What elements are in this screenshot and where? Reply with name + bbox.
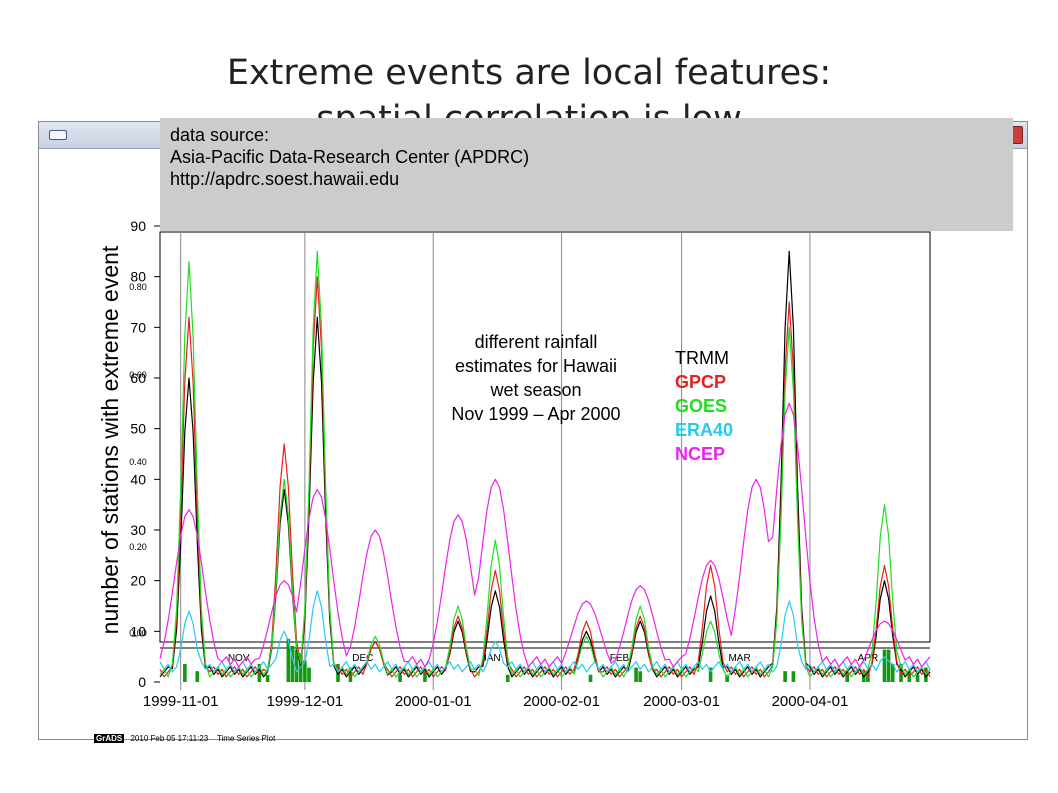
legend-item-goes: GOES (675, 396, 728, 416)
event-bar (638, 671, 643, 682)
event-bar (423, 671, 427, 682)
y-tick-label: 30 (130, 522, 146, 538)
month-label: DEC (352, 653, 373, 664)
footer-timestamp: 2010 Feb 05 17:11:23 (130, 734, 209, 743)
event-bar (882, 649, 887, 682)
y-axis-label: number of stations with extreme event (97, 245, 123, 634)
inner-tick-label: 0.60 (129, 370, 147, 380)
event-bar (783, 671, 787, 682)
y-tick-label: 40 (130, 471, 146, 487)
source-line2: Asia-Pacific Data-Research Center (APDRC… (170, 147, 530, 167)
legend-item-trmm: TRMM (675, 348, 729, 368)
event-bar (195, 671, 200, 682)
event-bar (290, 646, 295, 682)
event-bar (303, 660, 307, 682)
x-tick-label: 1999-11-01 (143, 693, 219, 710)
month-label: JAN (482, 653, 501, 664)
month-label: MAR (728, 653, 750, 664)
event-bar (307, 667, 311, 682)
annotation-line3: wet season (490, 380, 582, 400)
series-line-ncep (159, 402, 931, 668)
inner-tick-label: 0.80 (129, 282, 147, 292)
month-label: APR (858, 653, 879, 664)
x-tick-label: 2000-01-01 (395, 693, 472, 710)
event-bar (348, 667, 353, 682)
x-tick-label: 2000-02-01 (523, 693, 600, 710)
y-tick-label: 10 (130, 623, 146, 639)
chart-legend: TRMM GPCP GOES ERA40 NCEP (675, 346, 733, 466)
event-bar (886, 649, 891, 682)
legend-item-era40: ERA40 (675, 420, 734, 440)
annotation-line2: estimates for Hawaii (454, 356, 618, 376)
slide-title-line1: Extreme events are local features: (226, 53, 832, 93)
window-menu-button[interactable] (49, 130, 67, 140)
plot-footer: GrADS 2010 Feb 05 17:11:23 Time Series P… (94, 734, 275, 743)
grads-logo: GrADS (94, 734, 125, 743)
event-bar (588, 674, 593, 682)
inner-tick-label: 0.00 (129, 628, 147, 638)
event-bar (336, 664, 340, 682)
event-bar (398, 674, 402, 682)
inner-tick-label: 0.20 (129, 542, 147, 552)
annotation-line4: Nov 1999 – Apr 2000 (451, 404, 621, 424)
event-bar (915, 674, 920, 682)
month-label: NOV (228, 653, 250, 664)
series-line-goes (159, 250, 931, 678)
source-line3: http://apdrc.soest.hawaii.edu (170, 169, 400, 189)
month-label: FEB (610, 653, 630, 664)
series-line-trmm (159, 250, 931, 678)
y-tick-label: 80 (130, 269, 146, 285)
y-tick-label: 0 (138, 674, 146, 690)
y-tick-label: 20 (130, 573, 146, 589)
y-tick-label: 70 (130, 319, 146, 335)
legend-item-ncep: NCEP (675, 444, 726, 464)
y-tick-label: 50 (130, 421, 146, 437)
data-source-box: data source: Asia-Pacific Data-Research … (160, 118, 1013, 231)
plot-frame (159, 231, 931, 643)
event-bar (634, 667, 638, 682)
event-bar (791, 671, 796, 682)
series-line-era40 (159, 590, 931, 673)
x-tick-label: 1999-12-01 (267, 693, 344, 710)
event-bar (294, 649, 299, 682)
event-bar (505, 674, 510, 682)
y-tick-label: 90 (130, 218, 146, 234)
event-bar (708, 667, 713, 682)
x-tick-label: 2000-03-01 (643, 693, 720, 710)
x-tick-label: 2000-04-01 (772, 693, 849, 710)
chart-annotation: different rainfall estimates for Hawaii … (396, 330, 676, 426)
event-bar (183, 664, 187, 682)
annotation-line1: different rainfall (474, 332, 598, 352)
event-bar (265, 674, 270, 682)
source-line1: data source: (170, 125, 270, 145)
event-bar (890, 664, 895, 682)
footer-label: Time Series Plot (216, 734, 276, 743)
inner-tick-label: 0.40 (129, 457, 147, 467)
event-bar (257, 664, 262, 682)
event-bar (725, 674, 729, 682)
legend-item-gpcp: GPCP (675, 372, 727, 392)
y-tick-label: 60 (130, 370, 146, 386)
event-bar (286, 638, 291, 682)
